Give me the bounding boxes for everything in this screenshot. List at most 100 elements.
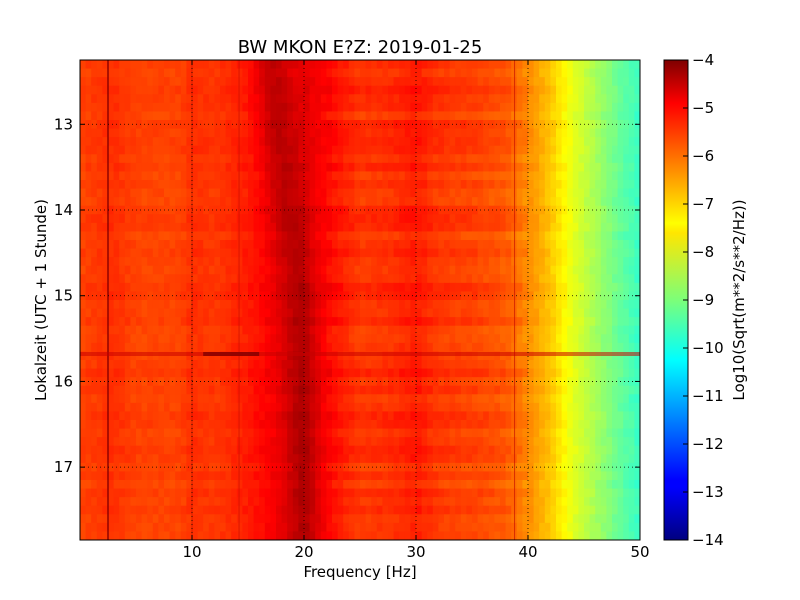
heatmap-cell: [444, 437, 451, 447]
heatmap-cell: [197, 471, 204, 481]
heatmap-cell: [421, 248, 428, 258]
heatmap-cell: [410, 471, 417, 481]
heatmap-cell: [175, 214, 182, 224]
heatmap-cell: [242, 377, 249, 387]
chart-title: BW MKON E?Z: 2019-01-25: [238, 37, 483, 58]
heatmap-cell: [360, 128, 367, 138]
heatmap-cell: [354, 94, 361, 104]
heatmap-cell: [175, 145, 182, 155]
heatmap-cell: [483, 231, 490, 241]
heatmap-cell: [522, 368, 529, 378]
heatmap-cell: [85, 300, 92, 310]
heatmap-cell: [304, 68, 311, 78]
heatmap-cell: [298, 154, 305, 164]
heatmap-cell: [96, 471, 103, 481]
heatmap-cell: [169, 334, 176, 344]
heatmap-cell: [404, 180, 411, 190]
heatmap-cell: [192, 351, 199, 361]
heatmap-cell: [152, 317, 159, 327]
heatmap-cell: [220, 351, 227, 361]
heatmap-cell: [203, 360, 210, 370]
heatmap-cell: [242, 94, 249, 104]
heatmap-cell: [432, 411, 439, 421]
heatmap-cell: [589, 162, 596, 173]
heatmap-cell: [130, 308, 137, 318]
heatmap-cell: [337, 188, 344, 198]
heatmap-cell: [572, 111, 579, 121]
heatmap-cell: [556, 377, 563, 387]
heatmap-cell: [276, 85, 283, 95]
heatmap-cell: [192, 128, 199, 138]
heatmap-cell: [85, 188, 92, 198]
heatmap-cell: [158, 188, 165, 198]
heatmap-cell: [180, 265, 187, 275]
heatmap-cell: [197, 231, 204, 241]
heatmap-cell: [315, 411, 322, 421]
heatmap-cell: [119, 214, 126, 224]
heatmap-cell: [455, 317, 462, 327]
heatmap-cell: [141, 154, 148, 164]
heatmap-cell: [404, 368, 411, 378]
heatmap-cell: [623, 188, 630, 198]
heatmap-cell: [80, 111, 87, 121]
heatmap-cell: [136, 411, 143, 421]
heatmap-cell: [567, 420, 574, 430]
heatmap-cell: [388, 454, 395, 464]
heatmap-cell: [360, 342, 367, 353]
heatmap-cell: [186, 265, 193, 275]
heatmap-cell: [505, 445, 512, 455]
heatmap-cell: [164, 180, 171, 190]
heatmap-cell: [270, 162, 277, 173]
heatmap-cell: [85, 137, 92, 147]
heatmap-cell: [505, 274, 512, 284]
heatmap-cell: [124, 154, 131, 164]
heatmap-cell: [432, 154, 439, 164]
heatmap-cell: [208, 274, 215, 284]
heatmap-cell: [309, 162, 316, 173]
heatmap-cell: [567, 128, 574, 138]
heatmap-cell: [231, 77, 238, 87]
heatmap-cell: [477, 317, 484, 327]
heatmap-cell: [617, 248, 624, 258]
heatmap-cell: [298, 402, 305, 413]
heatmap-cell: [141, 85, 148, 95]
heatmap-cell: [365, 334, 372, 344]
heatmap-cell: [438, 308, 445, 318]
heatmap-cell: [472, 454, 479, 464]
heatmap-cell: [550, 102, 557, 113]
heatmap-cell: [96, 428, 103, 438]
heatmap-cell: [561, 411, 568, 421]
heatmap-cell: [382, 222, 389, 233]
heatmap-cell: [354, 342, 361, 353]
heatmap-cell: [516, 428, 523, 438]
heatmap-cell: [483, 377, 490, 387]
heatmap-cell: [180, 68, 187, 78]
heatmap-cell: [164, 342, 171, 353]
heatmap-cell: [343, 308, 350, 318]
heatmap-cell: [410, 360, 417, 370]
heatmap-cell: [309, 68, 316, 78]
heatmap-cell: [214, 77, 221, 87]
heatmap-cell: [108, 197, 115, 207]
heatmap-cell: [332, 137, 339, 147]
heatmap-cell: [152, 154, 159, 164]
heatmap-cell: [220, 162, 227, 173]
heatmap-cell: [533, 102, 540, 113]
heatmap-cell: [264, 231, 271, 241]
heatmap-cell: [444, 94, 451, 104]
heatmap-cell: [444, 145, 451, 155]
heatmap-cell: [96, 85, 103, 95]
heatmap-cell: [494, 462, 501, 473]
heatmap-cell: [113, 102, 120, 113]
heatmap-cell: [528, 342, 535, 353]
heatmap-cell: [628, 360, 635, 370]
heatmap-cell: [96, 120, 103, 130]
heatmap-cell: [315, 368, 322, 378]
heatmap-cell: [360, 471, 367, 481]
heatmap-cell: [438, 291, 445, 301]
heatmap-cell: [628, 445, 635, 455]
heatmap-cell: [483, 94, 490, 104]
heatmap-cell: [432, 317, 439, 327]
heatmap-cell: [416, 154, 423, 164]
heatmap-cell: [528, 94, 535, 104]
